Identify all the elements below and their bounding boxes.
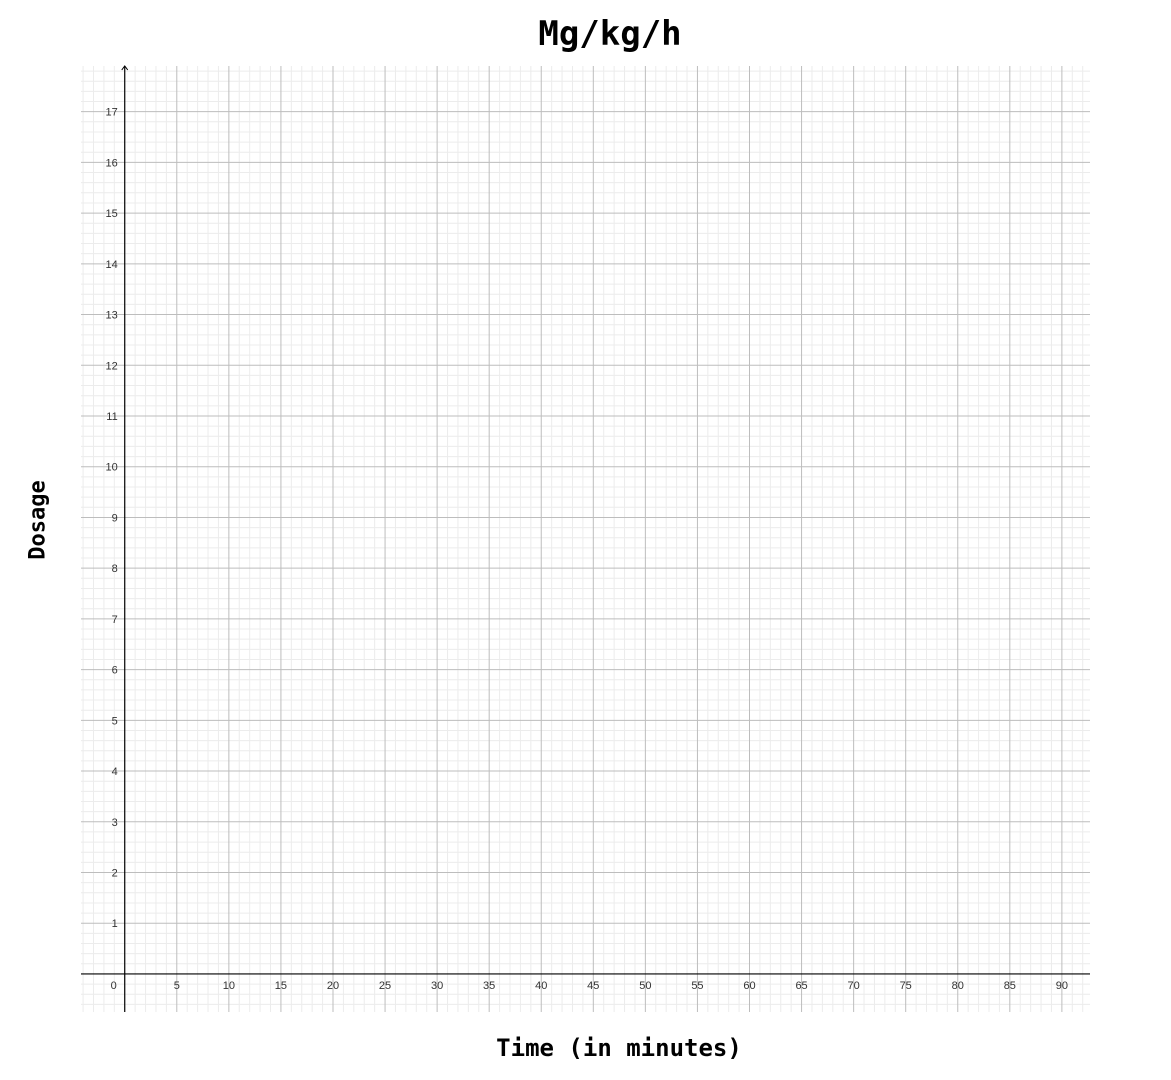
y-axis-arrow bbox=[121, 65, 129, 71]
x-tick-label: 0 bbox=[111, 980, 117, 992]
x-tick-label: 5 bbox=[174, 980, 180, 992]
y-tick-label: 16 bbox=[105, 157, 117, 169]
x-tick-label: 45 bbox=[587, 980, 599, 992]
x-tick-label: 35 bbox=[483, 980, 495, 992]
minor-grid bbox=[81, 66, 1090, 1012]
x-tick-label: 25 bbox=[379, 980, 391, 992]
y-tick-label: 8 bbox=[112, 563, 118, 575]
y-tick-label: 13 bbox=[105, 310, 117, 322]
x-tick-label: 70 bbox=[848, 980, 860, 992]
y-tick-label: 2 bbox=[112, 868, 118, 880]
y-tick-label: 3 bbox=[112, 817, 118, 829]
major-grid bbox=[81, 66, 1090, 1012]
y-tick-label: 14 bbox=[105, 259, 117, 271]
x-tick-label: 20 bbox=[327, 980, 339, 992]
y-tick-label: 15 bbox=[105, 208, 117, 220]
x-tick-label: 90 bbox=[1056, 980, 1068, 992]
y-tick-label: 6 bbox=[112, 665, 118, 677]
x-tick-label: 50 bbox=[639, 980, 651, 992]
y-tick-label: 5 bbox=[112, 715, 118, 727]
axes bbox=[81, 65, 1090, 1012]
x-axis-label: Time (in minutes) bbox=[496, 1034, 742, 1062]
x-tick-label: 65 bbox=[795, 980, 807, 992]
x-tick-label: 80 bbox=[952, 980, 964, 992]
x-tick-label: 55 bbox=[691, 980, 703, 992]
y-tick-label: 17 bbox=[105, 107, 117, 119]
x-tick-label: 15 bbox=[275, 980, 287, 992]
chart-title: Mg/kg/h bbox=[538, 14, 682, 54]
y-tick-label: 4 bbox=[112, 766, 118, 778]
x-tick-label: 40 bbox=[535, 980, 547, 992]
x-tick-label: 30 bbox=[431, 980, 443, 992]
x-tick-label: 75 bbox=[900, 980, 912, 992]
y-tick-label: 11 bbox=[106, 411, 117, 423]
y-tick-label: 7 bbox=[112, 614, 118, 626]
x-tick-label: 85 bbox=[1004, 980, 1016, 992]
y-tick-label: 1 bbox=[112, 918, 118, 930]
tick-labels: 0 5 10 15 20 25 30 35 40 45 50 55 60 65 70 75 80 85 901234… bbox=[105, 107, 1068, 992]
y-tick-label: 10 bbox=[105, 462, 117, 474]
y-tick-label: 12 bbox=[105, 360, 117, 372]
x-tick-label: 60 bbox=[743, 980, 755, 992]
x-tick-label: 10 bbox=[223, 980, 235, 992]
y-tick-label: 9 bbox=[112, 512, 118, 524]
